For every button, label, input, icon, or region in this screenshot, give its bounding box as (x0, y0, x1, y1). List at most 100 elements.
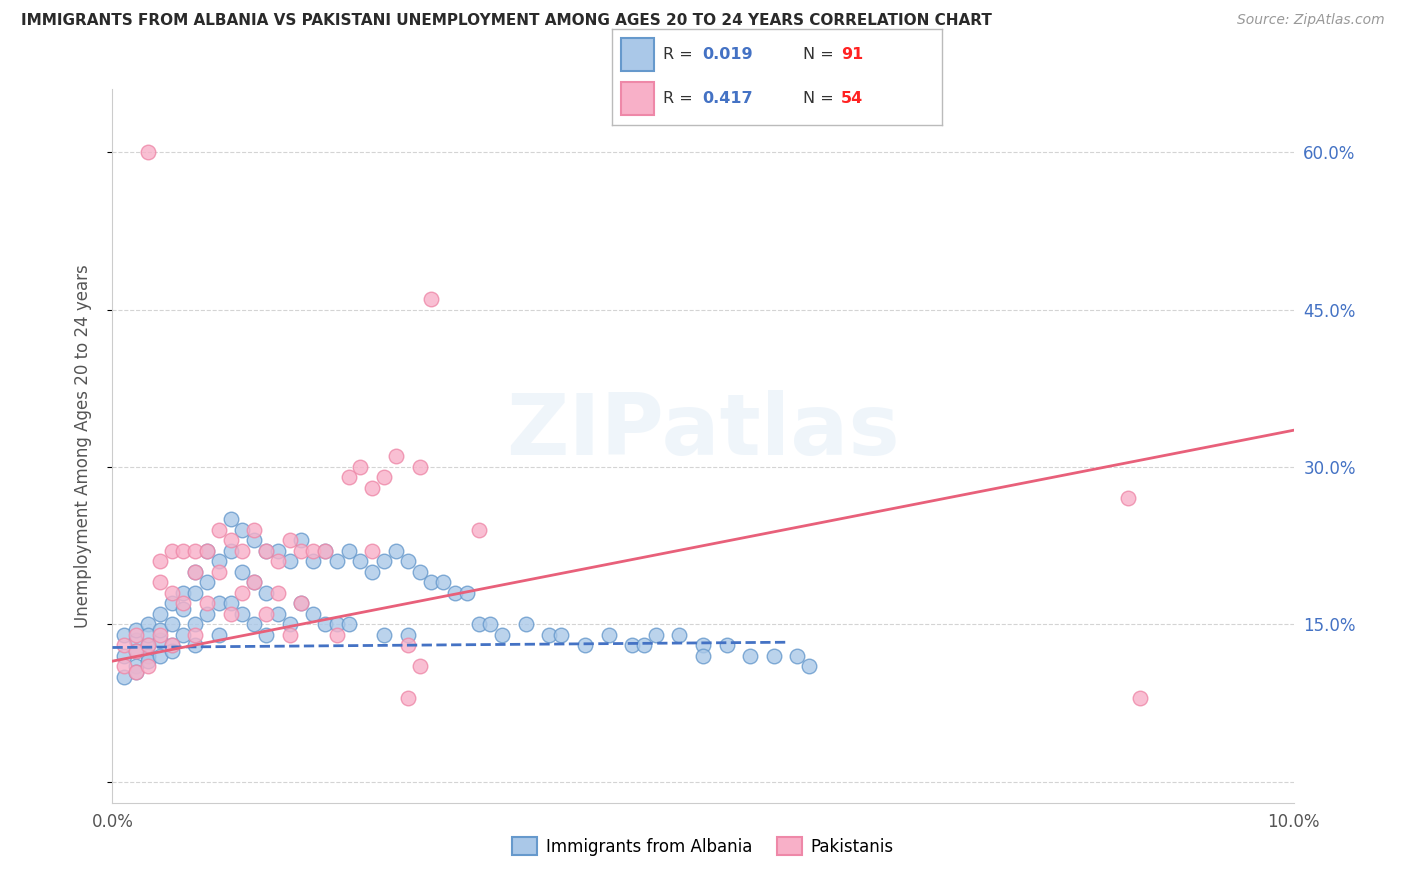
Point (408, 659, 430, 673)
Bar (621, 82, 654, 115)
Point (195, 575, 218, 590)
Point (408, 565, 430, 579)
Text: 91: 91 (841, 47, 863, 62)
Point (267, 607, 290, 621)
Point (112, 639, 135, 653)
Point (149, 607, 172, 621)
Point (243, 575, 266, 590)
Point (254, 544, 277, 558)
Point (290, 533, 312, 548)
Point (160, 586, 183, 600)
Point (149, 575, 172, 590)
Point (136, 145, 159, 160)
Point (172, 586, 194, 600)
Point (243, 523, 266, 537)
Point (385, 450, 408, 464)
Point (172, 596, 194, 610)
Point (740, 648, 762, 663)
Point (219, 607, 242, 621)
Point (396, 554, 419, 568)
Point (326, 554, 349, 568)
Point (136, 639, 159, 653)
Point (314, 617, 336, 632)
Point (467, 523, 489, 537)
Point (136, 648, 159, 663)
Point (1116, 491, 1139, 506)
Point (136, 639, 159, 653)
Legend: Immigrants from Albania, Pakistanis: Immigrants from Albania, Pakistanis (506, 830, 900, 863)
Point (184, 639, 207, 653)
Point (349, 460, 371, 475)
Point (420, 575, 443, 590)
Text: 54: 54 (841, 91, 863, 106)
Point (314, 544, 336, 558)
Point (515, 617, 537, 632)
Point (254, 607, 277, 621)
Point (195, 596, 218, 610)
Text: R =: R = (662, 91, 697, 106)
Point (396, 628, 419, 642)
Point (326, 617, 349, 632)
Point (219, 533, 242, 548)
Text: 0.417: 0.417 (703, 91, 754, 106)
Point (149, 633, 172, 648)
Point (373, 554, 395, 568)
Point (125, 643, 148, 657)
Point (208, 565, 231, 579)
Point (491, 628, 513, 642)
Point (254, 544, 277, 558)
Point (125, 659, 148, 673)
Point (219, 544, 242, 558)
Point (254, 586, 277, 600)
Point (444, 586, 467, 600)
Point (290, 596, 312, 610)
Point (112, 628, 135, 642)
Text: IMMIGRANTS FROM ALBANIA VS PAKISTANI UNEMPLOYMENT AMONG AGES 20 TO 24 YEARS CORR: IMMIGRANTS FROM ALBANIA VS PAKISTANI UNE… (21, 13, 993, 29)
Point (598, 628, 620, 642)
Point (184, 565, 207, 579)
Point (195, 607, 218, 621)
Point (692, 639, 714, 653)
Point (184, 628, 207, 642)
Point (112, 659, 135, 673)
Point (125, 628, 148, 642)
Point (302, 607, 325, 621)
Point (267, 554, 290, 568)
Point (621, 639, 644, 653)
Point (385, 544, 408, 558)
Point (231, 586, 253, 600)
Point (762, 648, 785, 663)
Point (149, 628, 172, 642)
Point (574, 639, 596, 653)
Point (184, 565, 207, 579)
Point (456, 586, 478, 600)
Point (408, 460, 430, 475)
Point (125, 633, 148, 648)
Point (195, 544, 218, 558)
Point (208, 554, 231, 568)
Point (160, 639, 183, 653)
Point (396, 639, 419, 653)
Point (290, 544, 312, 558)
Point (716, 639, 738, 653)
Point (550, 628, 572, 642)
Point (361, 481, 384, 495)
Point (172, 601, 194, 615)
Point (1129, 690, 1152, 705)
Point (337, 617, 360, 632)
Point (314, 544, 336, 558)
Point (208, 628, 231, 642)
Point (136, 659, 159, 673)
Point (361, 544, 384, 558)
Point (692, 648, 714, 663)
Point (125, 643, 148, 657)
Text: 0.019: 0.019 (703, 47, 754, 62)
Point (231, 544, 253, 558)
Point (160, 544, 183, 558)
Point (136, 654, 159, 668)
Point (349, 554, 371, 568)
Point (633, 639, 655, 653)
Point (337, 470, 360, 484)
Point (373, 470, 395, 484)
Point (149, 554, 172, 568)
